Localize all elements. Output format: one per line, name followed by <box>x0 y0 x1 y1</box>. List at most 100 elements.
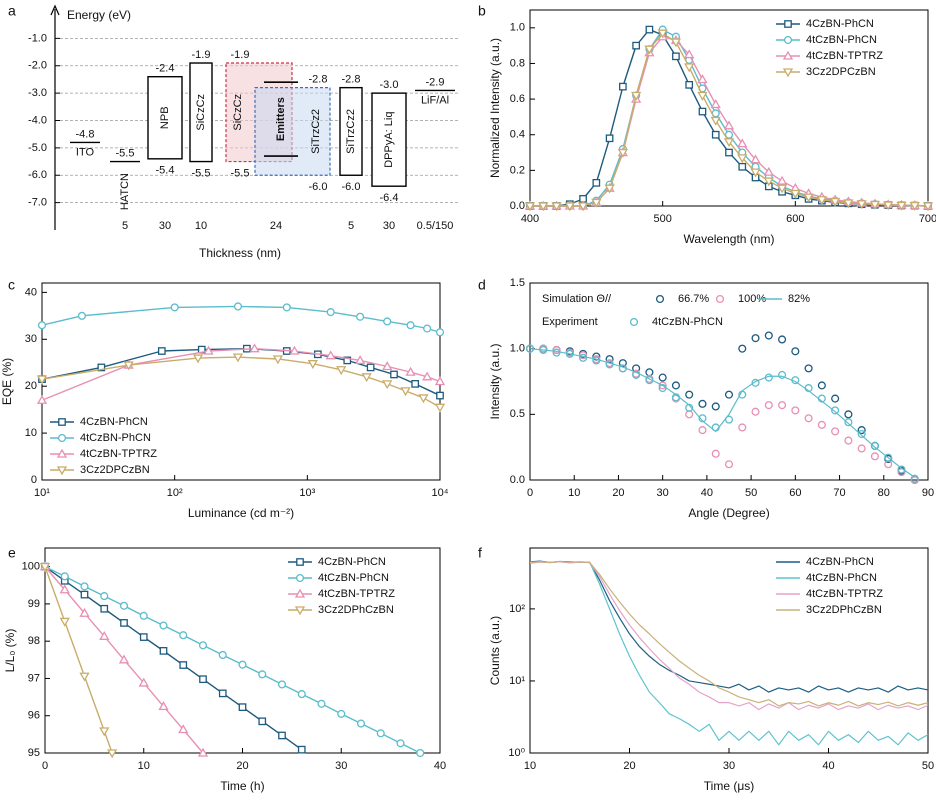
y-tick-label: 30 <box>25 333 37 345</box>
legend-marker <box>56 466 68 476</box>
layer-box <box>147 75 183 160</box>
legend-marker <box>629 317 639 327</box>
legend-label: 3Cz2DPhCzBN <box>318 604 394 616</box>
marker <box>909 201 920 211</box>
layer-name: SiCzCz <box>232 94 244 131</box>
marker <box>723 138 735 148</box>
marker <box>778 335 787 344</box>
legend-marker <box>784 20 792 28</box>
marker <box>776 184 788 194</box>
marker <box>804 364 813 373</box>
thickness-label: 30 <box>159 220 171 232</box>
marker <box>645 368 654 377</box>
marker <box>710 116 721 126</box>
y-tick-label: 10¹ <box>509 675 525 687</box>
marker <box>816 196 827 206</box>
marker <box>139 611 148 620</box>
marker <box>592 352 601 361</box>
y-tick-label: 100 <box>22 561 40 573</box>
marker <box>605 134 614 143</box>
marker <box>390 370 398 379</box>
legend-marker <box>294 606 306 616</box>
y-axis-title: Counts (a.u.) <box>488 616 502 685</box>
x-tick-label: 40 <box>701 487 713 499</box>
y-tick-label: 0.0 <box>510 474 525 486</box>
marker <box>405 366 416 376</box>
marker <box>776 175 788 185</box>
marker <box>123 361 134 371</box>
y-axis-title: EQE (%) <box>0 358 14 405</box>
marker <box>297 690 306 699</box>
thickness-label: 30 <box>383 220 395 232</box>
layer-name: SiTrzCz2 <box>345 109 357 154</box>
x-tick-label: 0 <box>527 487 533 499</box>
marker <box>751 334 760 343</box>
y-tick-label: -1.0 <box>28 32 47 44</box>
marker <box>119 601 129 610</box>
marker <box>619 82 627 91</box>
marker <box>107 749 118 759</box>
legend-label: 4CzBN-PhCN <box>80 416 148 428</box>
marker <box>632 41 640 50</box>
marker <box>844 436 853 445</box>
marker <box>197 747 209 757</box>
marker <box>325 350 336 360</box>
y-tick-label: 10 <box>25 427 37 439</box>
lumo-label: -1.9 <box>192 49 211 61</box>
legend-title: Experiment <box>542 316 598 328</box>
marker <box>100 604 109 613</box>
marker <box>80 590 89 599</box>
marker <box>618 364 627 373</box>
marker <box>159 621 168 630</box>
thickness-label: 24 <box>270 220 282 232</box>
marker <box>97 363 106 372</box>
layer-box <box>339 86 363 176</box>
marker <box>418 394 429 404</box>
marker <box>658 381 667 390</box>
marker <box>670 38 682 48</box>
marker <box>564 202 575 212</box>
marker <box>100 592 109 601</box>
homo-label: -5.4 <box>156 165 175 177</box>
marker <box>376 729 385 738</box>
series-line <box>529 561 929 711</box>
marker <box>803 193 814 203</box>
marker <box>817 381 826 390</box>
marker <box>406 321 415 330</box>
marker <box>910 474 919 483</box>
marker <box>552 348 561 357</box>
marker <box>710 99 721 109</box>
legend-marker <box>655 294 665 304</box>
marker <box>249 343 260 353</box>
layer-box <box>371 92 407 187</box>
legend-label: 4CzBN-PhCN <box>806 18 874 30</box>
legend-label: 66.7% <box>678 293 709 305</box>
thickness-label: 0.5/150 <box>417 220 454 232</box>
marker <box>857 426 866 435</box>
marker <box>698 399 707 408</box>
marker <box>579 351 588 360</box>
marker <box>884 453 893 462</box>
y-tick-label: 0.2 <box>510 164 525 176</box>
marker <box>60 572 69 581</box>
marker <box>791 406 800 415</box>
marker <box>382 380 393 390</box>
y-tick-label: 99 <box>28 598 40 610</box>
marker <box>434 376 446 386</box>
series-line <box>41 356 441 408</box>
marker <box>672 52 680 61</box>
marker <box>738 162 747 171</box>
marker <box>118 654 130 664</box>
x-tick-label: 0 <box>42 760 48 772</box>
legend-marker <box>715 294 725 304</box>
marker <box>336 366 347 376</box>
homo-label: -6.0 <box>309 181 328 193</box>
legend-label: 100% <box>738 293 766 305</box>
marker <box>869 200 881 210</box>
thickness-label: 10 <box>195 220 207 232</box>
marker <box>684 49 695 59</box>
x-tick-label: 10⁴ <box>432 487 449 499</box>
marker <box>711 130 720 139</box>
marker <box>158 701 169 711</box>
marker <box>764 373 773 382</box>
